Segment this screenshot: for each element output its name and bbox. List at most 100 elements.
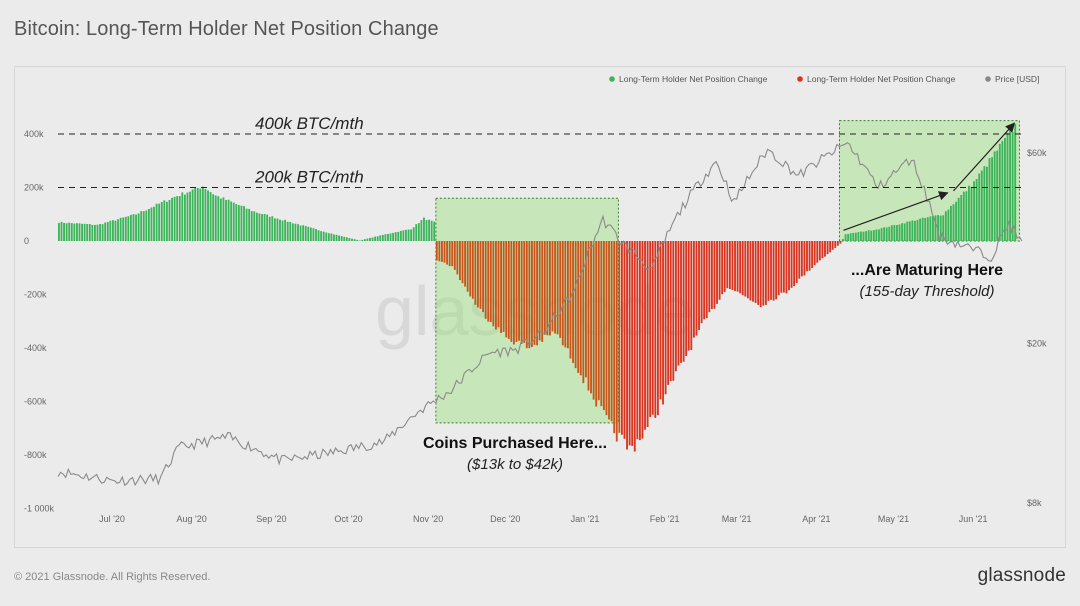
net-position-bar (109, 220, 112, 241)
net-position-bar (818, 241, 821, 261)
x-tick-label: Feb '21 (650, 514, 680, 524)
net-position-bar (860, 231, 862, 241)
net-position-bar (410, 229, 413, 241)
net-position-bar (240, 205, 243, 241)
net-position-bar (554, 241, 556, 334)
net-position-bar (204, 188, 207, 241)
net-position-bar (772, 241, 775, 301)
net-position-bar (777, 241, 780, 296)
net-position-bar (875, 229, 878, 241)
y-right-tick-label: $60k (1027, 148, 1047, 158)
net-position-bar (862, 231, 865, 241)
copyright-text: © 2021 Glassnode. All Rights Reserved. (14, 571, 211, 583)
net-position-bar (392, 232, 395, 241)
net-position-bar (497, 241, 500, 328)
net-position-bar (374, 236, 377, 241)
net-position-bar (389, 233, 392, 241)
net-position-bar (957, 197, 960, 241)
net-position-bar (111, 220, 114, 241)
net-position-bar (893, 224, 896, 241)
net-position-bar (983, 166, 986, 241)
net-position-bar (880, 228, 883, 241)
net-position-bar (852, 232, 855, 241)
net-position-bar (968, 185, 970, 241)
net-position-bar (636, 241, 639, 440)
net-position-bar (878, 229, 880, 241)
net-position-bar (695, 241, 698, 336)
net-position-bar (960, 195, 963, 241)
net-position-bar (361, 239, 364, 241)
net-position-bar (592, 241, 595, 400)
y-left-tick-label: 0 (24, 236, 29, 246)
glassnode-logo: glassnode (977, 565, 1066, 586)
x-tick-label: Oct '20 (334, 514, 362, 524)
net-position-bar (420, 220, 423, 241)
net-position-bar (147, 208, 150, 241)
net-position-bar (507, 241, 510, 339)
net-position-bar (644, 241, 646, 430)
net-position-bar (870, 230, 873, 241)
net-position-bar (759, 241, 762, 308)
net-position-bar (255, 212, 258, 241)
net-position-bar (965, 191, 968, 241)
net-position-bar (556, 241, 559, 335)
net-position-bar (944, 211, 947, 241)
net-position-bar (165, 201, 168, 241)
net-position-bar (739, 241, 742, 294)
net-position-bar (741, 241, 744, 296)
net-position-bar (191, 189, 194, 241)
net-position-bar (446, 241, 449, 265)
net-position-bar (610, 241, 613, 422)
net-position-bar (456, 241, 459, 275)
net-position-bar (602, 241, 605, 411)
net-position-bar (415, 224, 418, 241)
net-position-bar (294, 223, 297, 241)
net-position-bar (327, 233, 330, 241)
net-position-bar (1001, 140, 1004, 241)
net-position-bar (574, 241, 577, 369)
net-position-bar (1006, 132, 1009, 241)
net-position-bar (867, 230, 870, 241)
net-position-bar (443, 241, 446, 263)
net-position-bar (235, 204, 238, 241)
net-position-bar (1011, 132, 1014, 241)
net-position-bar (160, 201, 163, 241)
legend-label-1[interactable]: Long-Term Holder Net Position Change (619, 74, 768, 84)
net-position-bar (232, 202, 235, 241)
net-position-bar (435, 241, 438, 261)
net-position-bar (219, 198, 222, 241)
net-position-bar (674, 241, 677, 372)
net-position-bar (515, 241, 518, 342)
legend-label-2[interactable]: Long-Term Holder Net Position Change (807, 74, 956, 84)
net-position-bar (718, 241, 721, 300)
threshold-label-1: 400k BTC/mth (255, 114, 364, 133)
net-position-bar (343, 236, 346, 241)
price-line (57, 142, 1023, 487)
net-position-bar (312, 228, 315, 241)
net-position-bar (937, 215, 940, 241)
y-left-tick-label: -800k (24, 450, 47, 460)
net-position-bar (605, 241, 608, 416)
net-position-bar (764, 241, 767, 305)
x-tick-label: Mar '21 (722, 514, 752, 524)
net-position-bar (317, 230, 320, 241)
net-position-bar (942, 215, 945, 241)
net-position-bar (842, 239, 844, 241)
x-tick-label: Apr '21 (802, 514, 830, 524)
net-position-bar (325, 232, 328, 241)
net-position-bar (788, 241, 790, 291)
net-position-bar (528, 241, 531, 349)
net-position-bar (564, 241, 567, 348)
net-position-bar (335, 234, 338, 241)
net-position-bar (903, 223, 906, 241)
net-position-bar (790, 241, 793, 288)
net-position-bar (363, 239, 366, 241)
legend-label-3[interactable]: Price [USD] (995, 74, 1039, 84)
net-position-bar (86, 224, 89, 241)
net-position-bar (839, 241, 842, 244)
net-position-bar (857, 232, 860, 241)
net-position-bar (525, 241, 528, 349)
net-position-bar (736, 241, 739, 292)
net-position-bar (633, 241, 636, 452)
net-position-bar (273, 218, 276, 241)
